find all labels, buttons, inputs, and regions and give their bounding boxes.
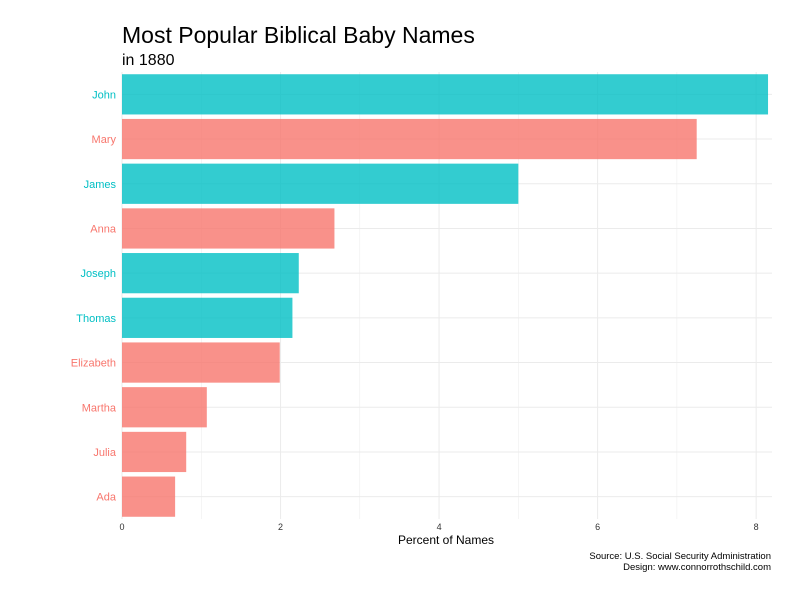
category-label-mary: Mary — [92, 134, 117, 146]
bars — [122, 74, 769, 517]
x-tick-label: 2 — [278, 522, 283, 532]
category-label-anna: Anna — [90, 223, 117, 235]
design-note: Design: www.connorrothschild.com — [623, 562, 771, 573]
category-label-thomas: Thomas — [76, 313, 116, 325]
category-label-ada: Ada — [96, 492, 116, 504]
bar-anna — [122, 208, 335, 249]
chart-subtitle: in 1880 — [122, 52, 175, 69]
bar-julia — [122, 431, 187, 473]
x-tick-labels: 0 2 4 6 8 — [119, 522, 758, 532]
category-label-julia: Julia — [93, 447, 117, 459]
bar-james — [122, 163, 519, 204]
bar-elizabeth — [122, 342, 280, 383]
x-axis-title: Percent of Names — [398, 533, 494, 547]
category-label-elizabeth: Elizabeth — [71, 358, 116, 370]
category-labels: John Mary James Anna Joseph Thomas Elizabeth Ma… — [71, 89, 117, 503]
category-label-james: James — [84, 179, 117, 191]
bar-mary — [122, 118, 697, 160]
bar-martha — [122, 387, 207, 428]
bar-john — [122, 74, 769, 115]
category-label-john: John — [92, 89, 116, 101]
bar-thomas — [122, 297, 293, 338]
category-label-joseph: Joseph — [81, 268, 116, 280]
x-tick-label: 8 — [754, 522, 759, 532]
bar-ada — [122, 476, 176, 517]
x-tick-label: 4 — [437, 522, 442, 532]
x-tick-label: 6 — [595, 522, 600, 532]
bar-joseph — [122, 253, 299, 294]
x-tick-label: 0 — [119, 522, 124, 532]
category-label-martha: Martha — [82, 402, 117, 414]
caption: Source: U.S. Social Security Administrat… — [589, 551, 771, 573]
chart-title: Most Popular Biblical Baby Names — [122, 22, 475, 48]
source-note: Source: U.S. Social Security Administrat… — [589, 551, 771, 562]
